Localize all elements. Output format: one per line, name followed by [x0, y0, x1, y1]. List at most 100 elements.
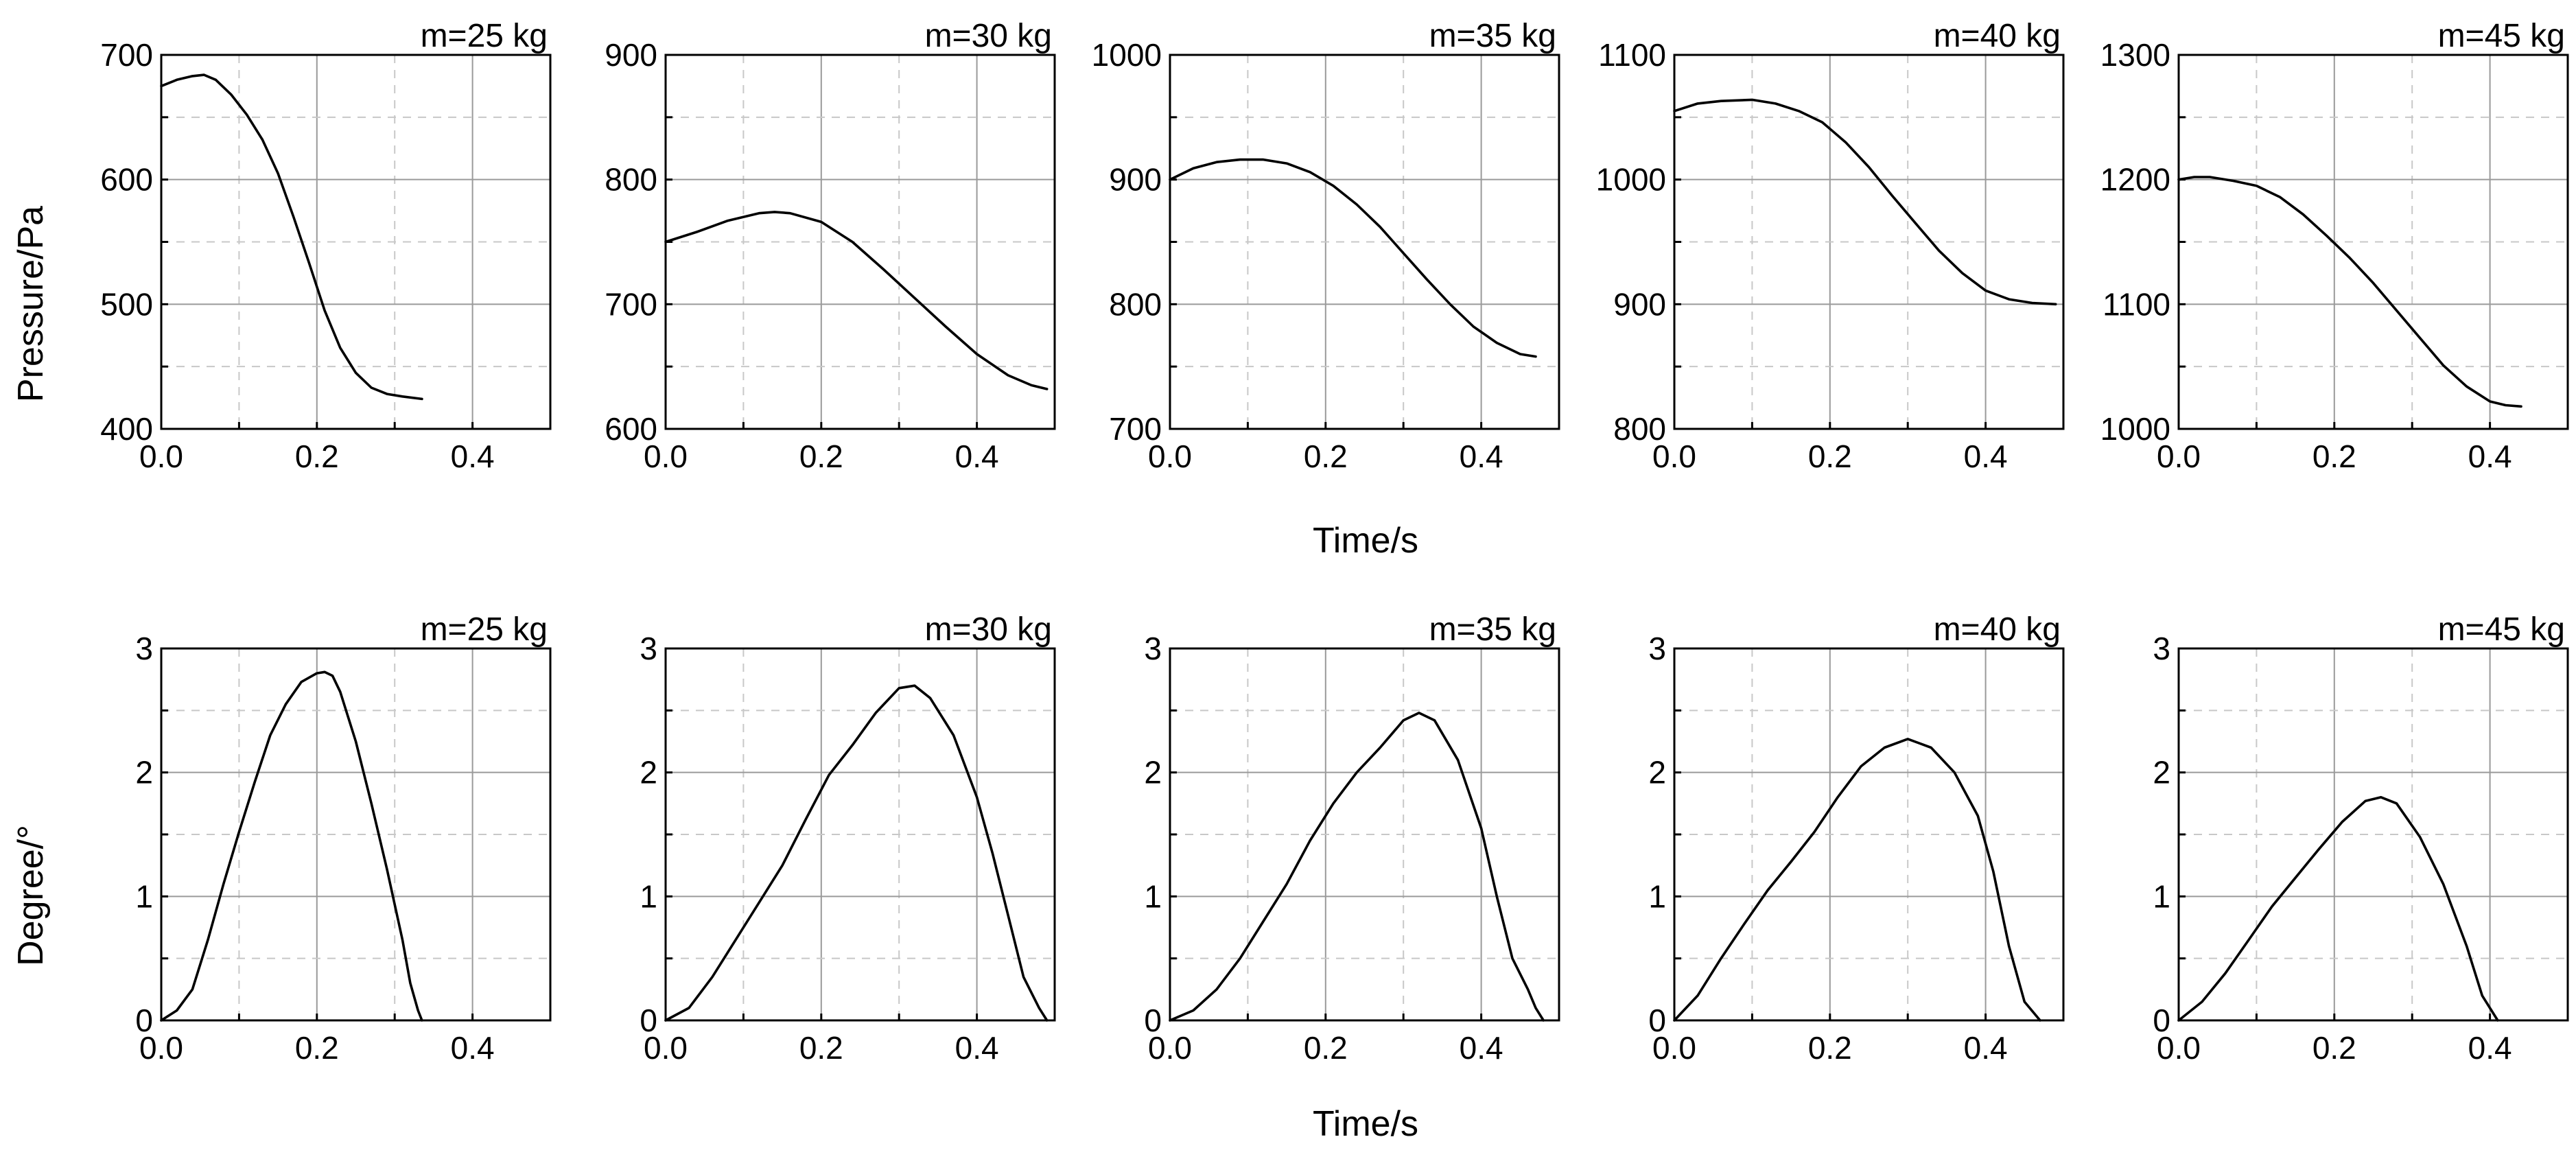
y-tick-label: 1	[135, 878, 153, 914]
y-tick-label: 1300	[2100, 37, 2170, 73]
grid	[1674, 648, 2063, 1020]
x-tick-label: 0.4	[1460, 438, 1503, 474]
series-line	[160, 73, 423, 401]
chart-panel-5: 0.0 0.2 0.4 1000 1100 1200 1300 m=45 kg	[2100, 18, 2569, 474]
x-tick-label: 0.2	[2312, 438, 2356, 474]
x-tick-label: 0.0	[1148, 438, 1192, 474]
x-tick-label: 0.4	[451, 1030, 495, 1066]
y-tick-label: 1100	[2103, 286, 2170, 322]
x-tick-label: 0.0	[644, 1030, 688, 1066]
panel-title: m=40 kg	[1934, 611, 2061, 648]
plot-frame	[1169, 54, 1560, 430]
x-tick-label: 0.2	[295, 438, 339, 474]
chart-panel-4: 0.0 0.2 0.4 800 900 1000 1100 m=40 kg	[1596, 18, 2065, 474]
chart-panel-9: 0.0 0.2 0.4 0 1 2 3 m=40 kg	[1648, 611, 2065, 1066]
y-tick-label: 1	[1648, 878, 1666, 914]
series-line	[1673, 738, 2041, 1022]
x-axis-label-bottom: Time/s	[1313, 1104, 1418, 1144]
y-tick-label: 1	[2153, 878, 2170, 914]
y-tick-label: 3	[135, 631, 153, 666]
y-tick-label: 2	[2153, 755, 2170, 791]
x-tick-label: 0.0	[644, 438, 688, 474]
x-tick-label: 0.2	[1808, 1030, 1852, 1066]
y-tick-label: 1200	[2100, 162, 2170, 198]
plot-grid: 0.0 0.2 0.4 400 500 600 700 m=25 kg 0.0 0.2 0.4 600…	[100, 18, 2569, 1066]
row-label-degree: Degree/°	[11, 825, 51, 966]
y-tick-label: 0	[1144, 1003, 1162, 1038]
plot-frame	[160, 647, 552, 1022]
x-tick-label: 0.0	[2157, 438, 2201, 474]
series-line	[1169, 158, 1537, 358]
y-tick-label: 0	[135, 1003, 153, 1038]
chart-panel-1: 0.0 0.2 0.4 400 500 600 700 m=25 kg	[100, 18, 552, 474]
x-tick-label: 0.4	[1964, 1030, 2008, 1066]
panel-title: m=35 kg	[1429, 18, 1556, 54]
y-tick-label: 1	[1144, 878, 1162, 914]
x-tick-label: 0.2	[295, 1030, 339, 1066]
grid	[2179, 55, 2568, 429]
plot-frame	[2177, 647, 2569, 1022]
x-tick-label: 0.4	[1964, 438, 2008, 474]
x-tick-label: 0.2	[1304, 1030, 1348, 1066]
y-tick-label: 0	[2153, 1003, 2170, 1038]
plot-frame	[1169, 647, 1560, 1022]
plot-frame	[664, 647, 1056, 1022]
panel-title: m=45 kg	[2438, 18, 2565, 54]
grid	[666, 55, 1055, 429]
x-tick-label: 0.0	[1652, 438, 1696, 474]
chart-panel-10: 0.0 0.2 0.4 0 1 2 3 m=45 kg	[2153, 611, 2569, 1066]
x-tick-label: 0.2	[1808, 438, 1852, 474]
x-tick-label: 0.0	[1148, 1030, 1192, 1066]
chart-panel-7: 0.0 0.2 0.4 0 1 2 3 m=30 kg	[640, 611, 1056, 1066]
panel-title: m=45 kg	[2438, 611, 2565, 648]
plot-frame	[1673, 647, 2065, 1022]
x-tick-label: 0.0	[2157, 1030, 2201, 1066]
x-tick-label: 0.4	[955, 1030, 999, 1066]
y-tick-label: 900	[605, 37, 657, 73]
panel-title: m=25 kg	[421, 18, 548, 54]
panel-title: m=30 kg	[925, 611, 1052, 648]
grid	[161, 55, 550, 429]
grid	[666, 648, 1055, 1020]
y-tick-label: 1	[640, 878, 657, 914]
x-tick-label: 0.2	[799, 438, 843, 474]
y-tick-label: 700	[605, 286, 657, 322]
y-tick-label: 1000	[2100, 411, 2170, 447]
chart-panel-3: 0.0 0.2 0.4 700 800 900 1000 m=35 kg	[1092, 18, 1560, 474]
panel-title: m=30 kg	[925, 18, 1052, 54]
x-tick-label: 0.2	[1304, 438, 1348, 474]
y-tick-label: 3	[1648, 631, 1666, 666]
row-label-pressure: Pressure/Pa	[11, 206, 51, 402]
y-tick-label: 800	[1613, 411, 1666, 447]
plot-frame	[664, 54, 1056, 430]
y-tick-label: 2	[135, 755, 153, 791]
series-line	[664, 684, 1049, 1022]
panel-title: m=40 kg	[1934, 18, 2061, 54]
y-tick-label: 2	[1144, 755, 1162, 791]
plot-frame	[2177, 54, 2569, 430]
x-tick-label: 0.4	[1460, 1030, 1503, 1066]
x-tick-label: 0.0	[1652, 1030, 1696, 1066]
chart-panel-8: 0.0 0.2 0.4 0 1 2 3 m=35 kg	[1144, 611, 1560, 1066]
y-tick-label: 400	[100, 411, 153, 447]
y-tick-label: 0	[640, 1003, 657, 1038]
x-tick-label: 0.4	[2468, 1030, 2512, 1066]
chart-panel-2: 0.0 0.2 0.4 600 700 800 900 m=30 kg	[605, 18, 1056, 474]
y-tick-label: 2	[640, 755, 657, 791]
series-line	[1673, 98, 2057, 306]
y-tick-label: 1000	[1596, 162, 1666, 198]
x-axis-label-top: Time/s	[1313, 521, 1418, 561]
x-tick-label: 0.4	[2468, 438, 2512, 474]
x-tick-label: 0.4	[955, 438, 999, 474]
y-tick-label: 3	[1144, 631, 1162, 666]
grid	[1170, 648, 1559, 1020]
y-tick-label: 800	[605, 162, 657, 198]
y-tick-label: 700	[100, 37, 153, 73]
y-tick-label: 1000	[1092, 37, 1162, 73]
panel-title: m=35 kg	[1429, 611, 1556, 648]
series-line	[2177, 176, 2522, 408]
y-tick-label: 2	[1648, 755, 1666, 791]
x-tick-label: 0.2	[799, 1030, 843, 1066]
x-tick-label: 0.0	[139, 438, 183, 474]
